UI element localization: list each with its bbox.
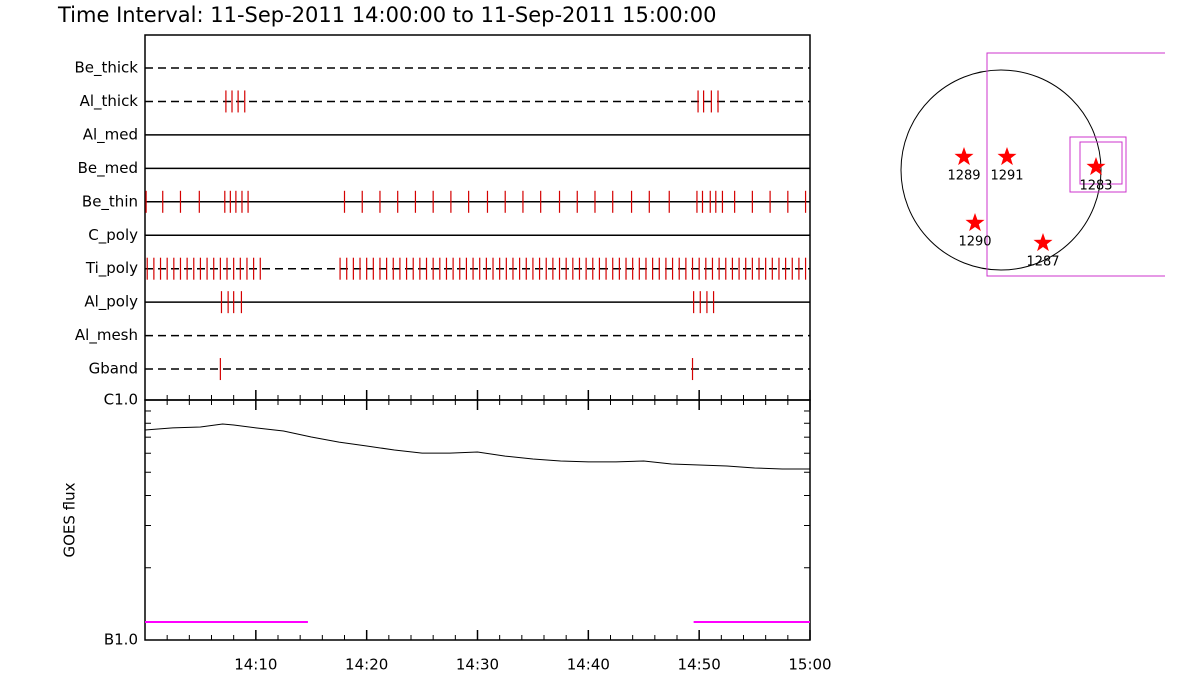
x-tick-label: 15:00 [788,656,831,674]
flux-line [144,423,810,470]
region-label: 1290 [958,235,991,250]
filter-label: Al_thick [80,92,139,111]
region-box [1079,141,1123,185]
chart-title: Time Interval: 11-Sep-2011 14:00:00 to 1… [57,3,716,27]
filter-label: Gband [89,360,138,378]
x-tick-label: 14:40 [567,656,610,674]
region-box [1069,136,1127,193]
x-tick-label: 14:50 [678,656,721,674]
filter-label: Be_med [78,159,138,178]
solar-disk [900,69,1102,271]
filter-label: Ti_poly [85,259,138,278]
filter-label: Be_thick [74,59,138,78]
x-tick-label: 14:20 [345,656,388,674]
filter-label: Al_poly [84,293,138,312]
filter-label: Al_mesh [75,326,138,345]
region-star [954,147,974,166]
filter-label: Al_med [83,125,138,144]
fov-box [986,52,1165,277]
panel-frame [144,34,811,401]
y-tick-label: B1.0 [104,631,138,649]
region-star [997,147,1017,166]
panel-frame [144,399,811,641]
region-star [965,213,985,232]
x-tick-label: 14:10 [234,656,277,674]
y-axis-label: GOES flux [61,482,79,557]
filter-label: Be_thin [82,192,138,211]
region-label: 1291 [990,169,1023,184]
region-label: 1289 [947,169,980,184]
x-tick-label: 14:30 [456,656,499,674]
region-label: 1287 [1026,255,1059,270]
region-label: 1283 [1079,179,1112,194]
y-tick-label: C1.0 [104,391,138,409]
filter-label: C_poly [88,226,138,245]
region-star [1086,157,1106,176]
region-star [1033,233,1053,252]
